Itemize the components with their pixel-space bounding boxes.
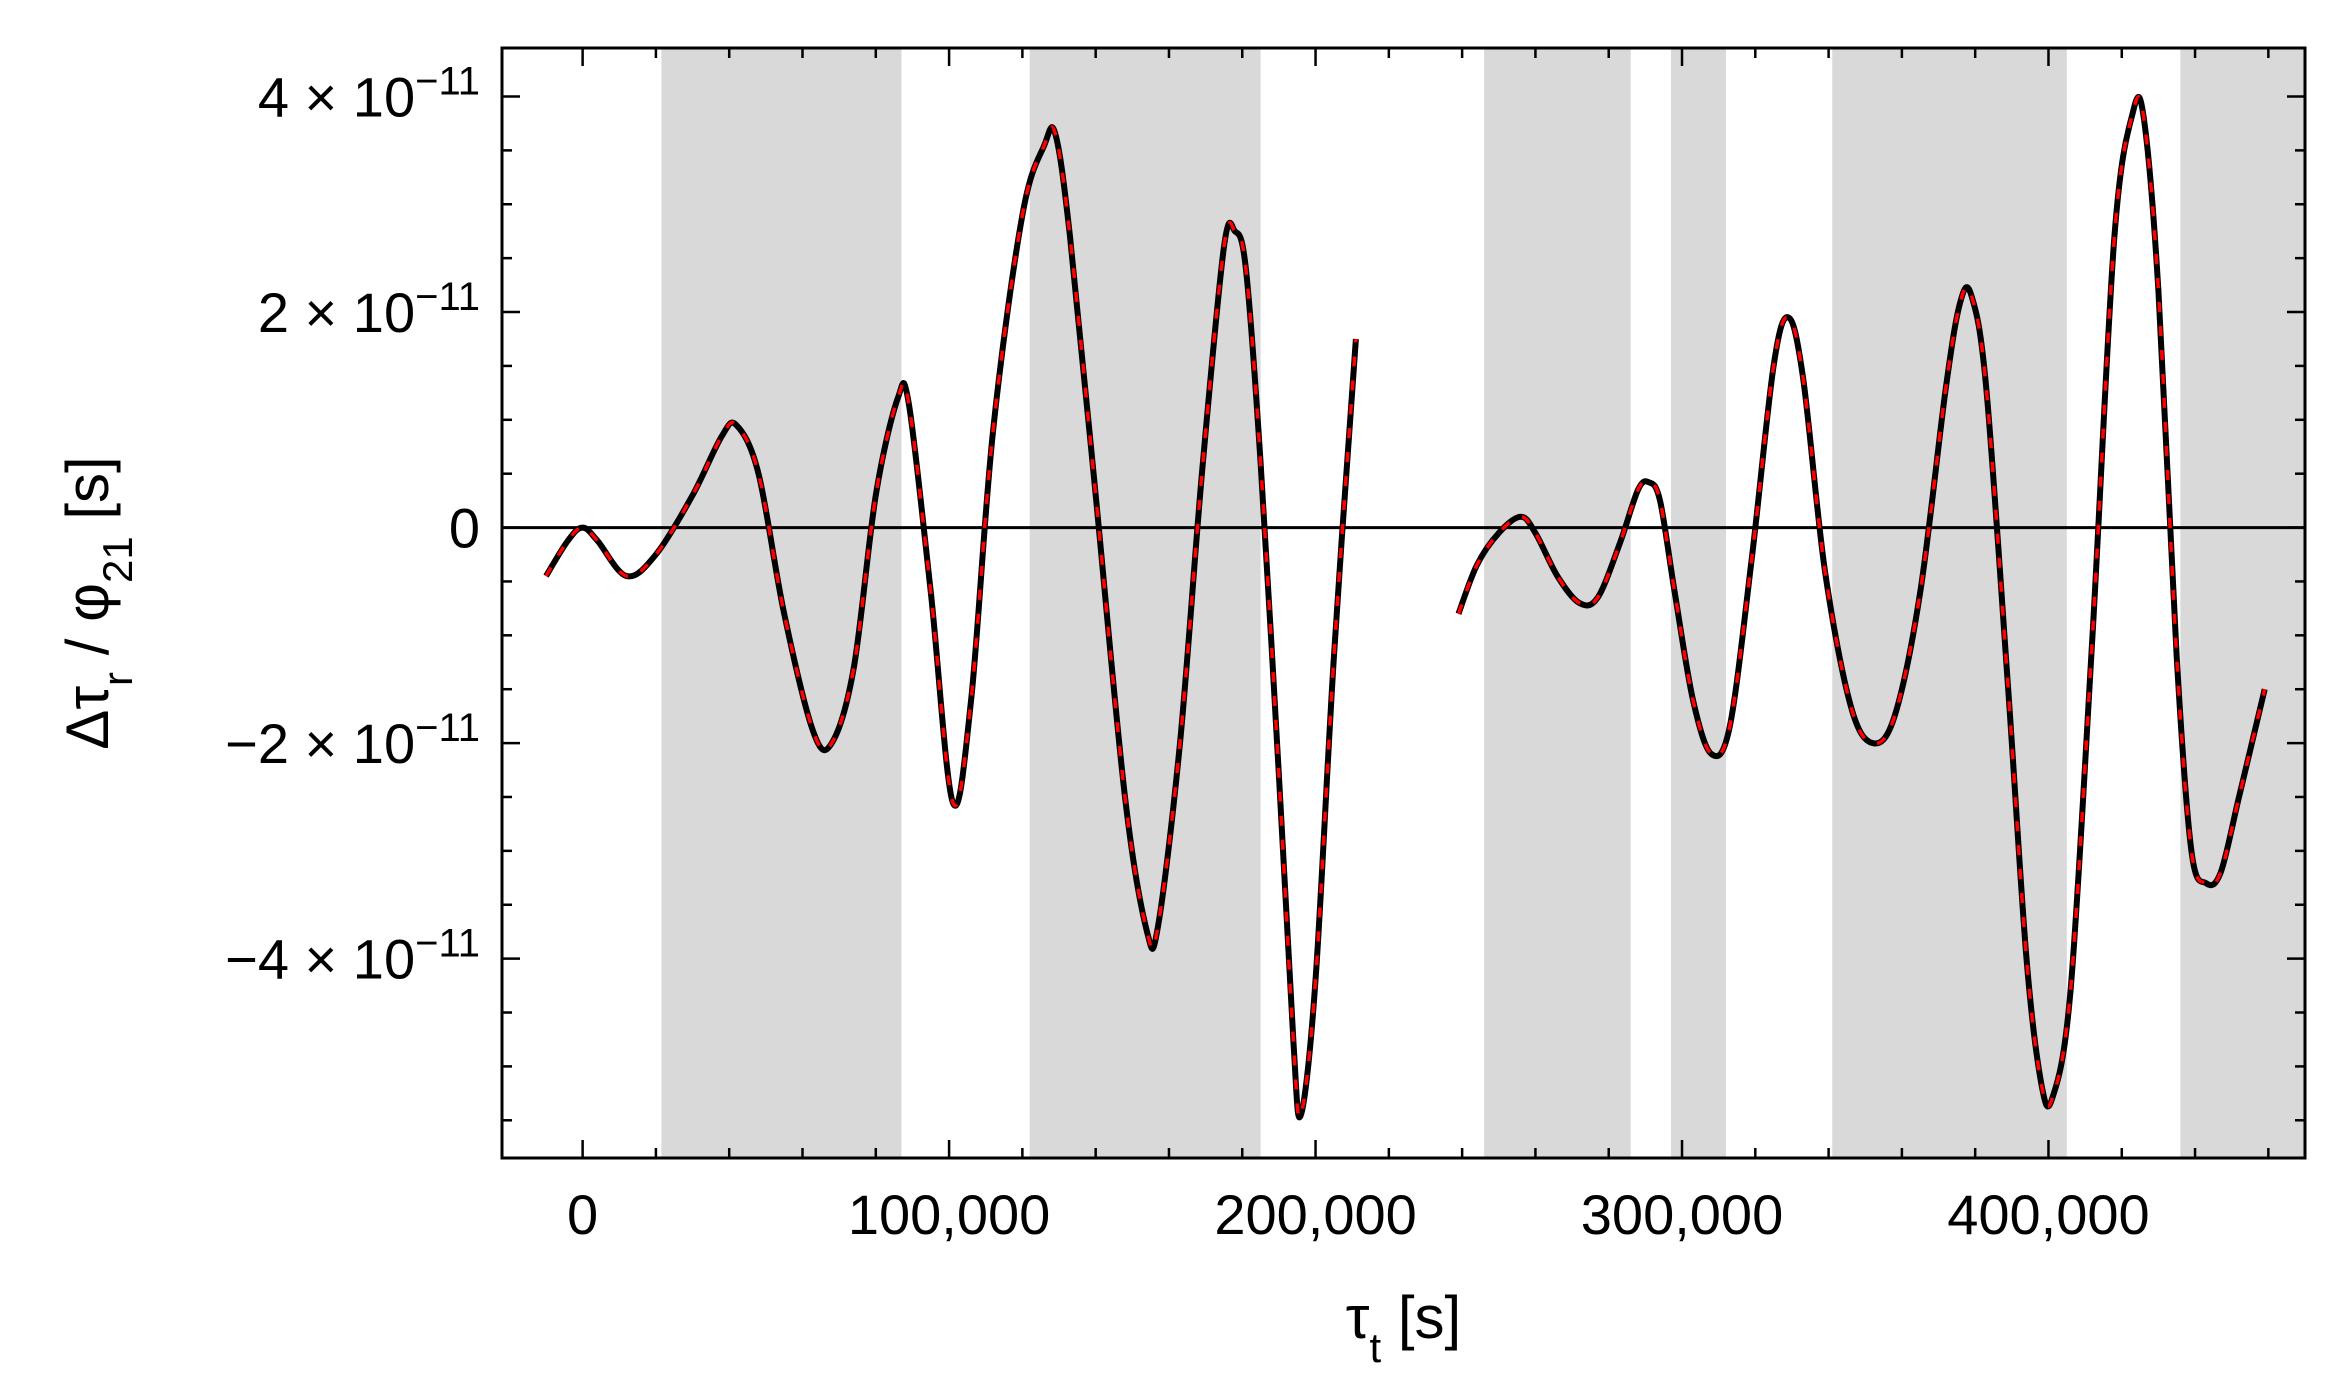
y-axis-title: Δτr / φ21 [s] bbox=[54, 456, 141, 749]
series-line-dashed-1 bbox=[1456, 95, 2267, 1109]
x-tick-label: 100,000 bbox=[848, 1183, 1050, 1246]
x-tick-label: 300,000 bbox=[1581, 1183, 1783, 1246]
x-tick-label: 0 bbox=[567, 1183, 598, 1246]
y-tick-label: 0 bbox=[449, 497, 480, 560]
y-tick-labels: 4 × 10−11 2 × 10−11 0 −2 × 10−11 −4 × 10−11 bbox=[225, 59, 480, 990]
shaded-interval-5 bbox=[2180, 48, 2305, 1158]
y-tick-label: −2 × 10−11 bbox=[225, 706, 480, 775]
x-axis-title: τt [s] bbox=[1346, 1284, 1461, 1371]
shaded-interval-1 bbox=[1029, 48, 1261, 1158]
shaded-interval-3 bbox=[1671, 48, 1726, 1158]
series-line-solid-0 bbox=[543, 124, 1359, 1121]
y-tick-label: −4 × 10−11 bbox=[225, 922, 480, 991]
shaded-intervals bbox=[661, 48, 2305, 1158]
x-tick-label: 400,000 bbox=[1947, 1183, 2149, 1246]
ticks bbox=[502, 48, 2305, 1158]
shaded-interval-2 bbox=[1484, 48, 1631, 1158]
plot-frame bbox=[500, 46, 2307, 1160]
x-tick-label: 200,000 bbox=[1214, 1183, 1416, 1246]
y-tick-label: 2 × 10−11 bbox=[258, 275, 480, 344]
x-tick-labels: 0 100,000 200,000 300,000 400,000 bbox=[567, 1183, 2150, 1246]
y-tick-label: 4 × 10−11 bbox=[258, 59, 480, 128]
series-lines bbox=[543, 93, 2268, 1121]
